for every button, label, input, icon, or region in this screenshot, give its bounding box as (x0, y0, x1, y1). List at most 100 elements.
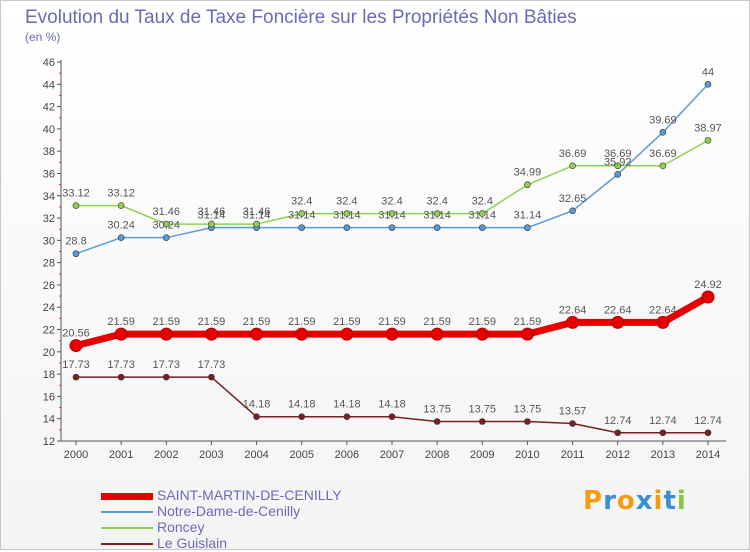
data-label: 30.24 (107, 220, 135, 232)
data-point (388, 413, 396, 420)
data-point (343, 413, 351, 420)
data-label: 31.14 (288, 210, 316, 222)
data-point (69, 339, 83, 353)
data-label: 31.46 (198, 206, 226, 218)
legend-label: SAINT-MARTIN-DE-CENILLY (157, 487, 342, 503)
proxiti-logo: Proxiti (583, 486, 687, 516)
data-label: 21.59 (469, 316, 497, 328)
data-point (343, 210, 351, 217)
legend-swatch-notre-dame (101, 511, 153, 513)
data-label: 38.97 (694, 122, 722, 134)
data-label: 17.73 (107, 359, 135, 371)
data-label: 21.59 (198, 316, 226, 328)
data-point (659, 129, 667, 136)
data-point (298, 224, 306, 231)
y-tick-label: 36 (43, 168, 55, 180)
data-label: 14.18 (333, 399, 361, 411)
data-point (298, 210, 306, 217)
data-label: 21.59 (107, 316, 135, 328)
data-label: 33.12 (107, 188, 135, 200)
data-point (430, 327, 444, 341)
data-point (159, 327, 173, 341)
data-point (162, 373, 170, 381)
data-point (250, 327, 264, 341)
legend-label: Roncey (157, 519, 205, 535)
x-tick-label: 2012 (605, 449, 629, 461)
data-point (208, 220, 215, 228)
data-label: 20.56 (62, 328, 90, 340)
data-label: 32.4 (381, 196, 402, 208)
data-label: 31.14 (423, 210, 451, 222)
data-label: 31.46 (153, 206, 181, 218)
data-point (656, 315, 670, 329)
y-tick-label: 24 (43, 302, 55, 314)
data-point (614, 429, 622, 437)
data-label: 31.14 (514, 210, 542, 222)
data-point (117, 234, 125, 241)
data-point (204, 327, 218, 341)
data-label: 32.4 (291, 196, 312, 208)
data-point (520, 327, 534, 341)
data-point (704, 137, 712, 144)
data-label: 31.14 (243, 210, 271, 222)
data-label: 36.69 (649, 148, 677, 160)
data-label: 21.59 (243, 316, 271, 328)
data-label: 32.4 (426, 196, 447, 208)
x-tick-label: 2002 (154, 449, 178, 461)
data-point (72, 250, 80, 258)
y-tick-label: 38 (43, 146, 55, 158)
data-label: 22.64 (649, 304, 677, 316)
data-point (343, 224, 351, 231)
x-tick-label: 2009 (470, 449, 494, 461)
data-label: 21.59 (423, 316, 451, 328)
data-label: 34.99 (514, 167, 542, 179)
data-label: 33.12 (62, 188, 90, 200)
data-label: 24.92 (694, 279, 722, 291)
x-tick-label: 2000 (64, 449, 88, 461)
data-point (72, 373, 80, 381)
y-tick-label: 22 (43, 325, 55, 337)
logo-letter: t (663, 486, 677, 516)
data-label: 13.57 (559, 405, 587, 417)
data-point (433, 224, 441, 231)
x-tick-label: 2013 (651, 449, 675, 461)
data-label: 28.8 (65, 236, 86, 248)
logo-letter: r (603, 486, 617, 516)
y-tick-label: 20 (43, 347, 55, 359)
logo-letter: P (583, 486, 604, 516)
data-label: 21.59 (333, 316, 361, 328)
data-point (704, 80, 712, 88)
data-label: 32.4 (336, 196, 357, 208)
x-tick-label: 2011 (561, 449, 585, 461)
y-tick-label: 28 (43, 258, 55, 270)
y-tick-label: 30 (43, 235, 55, 247)
data-label: 21.59 (378, 316, 406, 328)
data-point (566, 315, 580, 329)
logo-letter: x (635, 486, 654, 516)
data-label: 17.73 (198, 359, 226, 371)
logo-letter: o (616, 486, 636, 516)
data-label: 22.64 (559, 304, 587, 316)
data-label: 21.59 (288, 316, 316, 328)
data-point (478, 210, 486, 217)
data-point (478, 418, 486, 425)
data-label: 31.14 (469, 210, 497, 222)
data-point (253, 220, 260, 228)
data-point (208, 373, 215, 381)
data-point (611, 315, 625, 329)
data-point (478, 224, 486, 231)
legend-label: Notre-Dame-de-Cenilly (157, 503, 301, 519)
data-point (340, 327, 354, 341)
y-tick-label: 40 (43, 124, 55, 136)
data-point (388, 224, 396, 231)
data-label: 21.59 (514, 316, 542, 328)
data-point (385, 327, 399, 341)
data-label: 21.59 (153, 316, 181, 328)
x-tick-label: 2005 (289, 449, 313, 461)
x-tick-label: 2010 (515, 449, 539, 461)
data-point (295, 327, 309, 341)
data-point (569, 207, 576, 215)
data-label: 30.24 (153, 220, 181, 232)
